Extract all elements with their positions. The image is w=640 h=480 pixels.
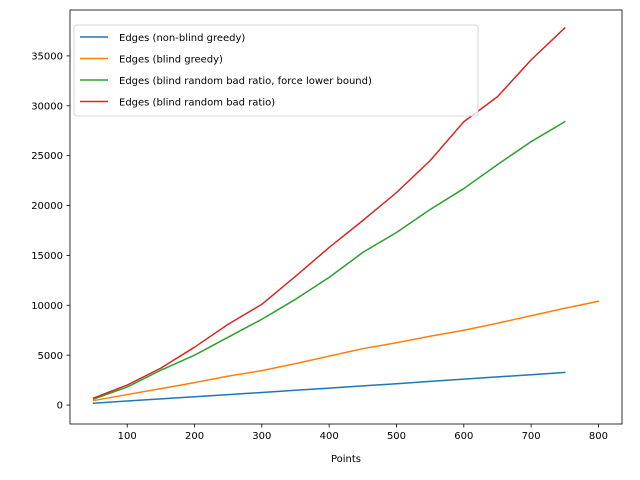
x-tick-label: 300 <box>252 431 271 442</box>
legend-label: Edges (blind random bad ratio, force low… <box>119 76 372 87</box>
x-tick-label: 600 <box>454 431 473 442</box>
y-tick-label: 5000 <box>38 351 63 362</box>
x-tick-label: 400 <box>320 431 339 442</box>
y-tick-label: 15000 <box>31 251 63 262</box>
legend-box <box>73 24 479 117</box>
legend-label: Edges (blind greedy) <box>119 55 223 66</box>
y-tick-label: 0 <box>57 401 63 412</box>
plot-frame <box>69 9 623 425</box>
legend: Edges (non-blind greedy) Edges (blind gre… <box>73 24 479 117</box>
series-line-1 <box>92 371 566 405</box>
legend-label: Edges (non-blind greedy) <box>119 33 245 44</box>
legend-label: Edges (blind random bad ratio) <box>119 98 275 109</box>
x-tick-label: 100 <box>118 431 137 442</box>
x-axis-label: Points <box>331 454 361 465</box>
x-tick-label: 200 <box>185 431 204 442</box>
y-tick-label: 30000 <box>31 101 63 112</box>
x-axis-ticks: 100 200 300 400 500 600 700 800 <box>118 424 608 442</box>
series-line-3 <box>92 120 566 401</box>
y-tick-label: 35000 <box>31 51 63 62</box>
y-tick-label: 20000 <box>31 201 63 212</box>
x-tick-label: 800 <box>589 431 608 442</box>
y-axis-ticks: 0 5000 10000 15000 20000 25000 30000 35000 <box>31 51 70 412</box>
x-tick-label: 700 <box>522 431 541 442</box>
series-line-4 <box>92 26 566 400</box>
series-line-2 <box>92 300 600 402</box>
x-tick-label: 500 <box>387 431 406 442</box>
y-tick-label: 10000 <box>31 301 63 312</box>
series-layer <box>92 26 600 405</box>
y-tick-label: 25000 <box>31 151 63 162</box>
